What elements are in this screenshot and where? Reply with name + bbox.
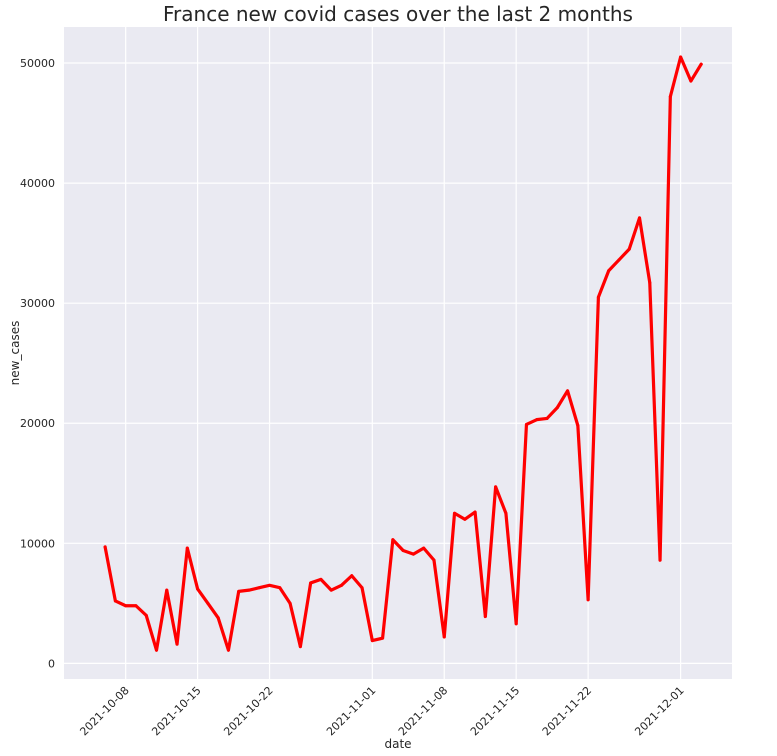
data-point <box>442 635 446 639</box>
data-point <box>545 416 549 420</box>
data-point <box>216 616 220 620</box>
data-point <box>206 601 210 605</box>
data-point <box>339 583 343 587</box>
data-point <box>586 598 590 602</box>
x-tick-label: 2021-10-15 <box>149 684 203 738</box>
data-point <box>134 604 138 608</box>
data-point <box>483 615 487 619</box>
data-point <box>617 258 621 262</box>
y-tick-label: 20000 <box>20 417 55 430</box>
y-tick-label: 10000 <box>20 537 55 550</box>
data-point <box>278 586 282 590</box>
data-point <box>124 604 128 608</box>
data-point <box>535 418 539 422</box>
data-point <box>627 247 631 251</box>
data-point <box>596 295 600 299</box>
data-point <box>668 95 672 99</box>
data-points <box>103 55 703 652</box>
data-point <box>309 581 313 585</box>
data-point <box>432 558 436 562</box>
data-point <box>154 648 158 652</box>
x-tick-label: 2021-11-08 <box>396 684 450 738</box>
data-point <box>638 216 642 220</box>
data-point <box>226 648 230 652</box>
y-tick-label: 50000 <box>20 57 55 70</box>
data-point <box>381 636 385 640</box>
y-tick-labels: 0 10000 20000 30000 40000 50000 <box>20 57 55 670</box>
data-point <box>144 613 148 617</box>
x-tick-label: 2021-10-08 <box>77 684 131 738</box>
data-point <box>504 511 508 515</box>
data-point <box>524 422 528 426</box>
data-point <box>411 552 415 556</box>
x-tick-label: 2021-10-22 <box>221 684 275 738</box>
chart-title: France new covid cases over the last 2 m… <box>163 2 633 26</box>
data-point <box>494 485 498 489</box>
data-point <box>607 269 611 273</box>
data-point <box>391 538 395 542</box>
y-tick-label: 0 <box>48 657 55 670</box>
data-point <box>679 55 683 59</box>
data-point <box>350 574 354 578</box>
data-point <box>196 587 200 591</box>
data-point <box>555 406 559 410</box>
data-point <box>103 545 107 549</box>
x-tick-label: 2021-12-01 <box>632 684 686 738</box>
data-point <box>360 586 364 590</box>
x-axis-label: date <box>384 737 411 751</box>
data-point <box>288 601 292 605</box>
data-point <box>473 510 477 514</box>
y-axis-label: new_cases <box>8 321 22 386</box>
data-point <box>257 586 261 590</box>
data-point <box>453 511 457 515</box>
x-tick-label: 2021-11-01 <box>324 684 378 738</box>
data-point <box>514 622 518 626</box>
y-tick-label: 40000 <box>20 177 55 190</box>
data-point <box>247 588 251 592</box>
x-tick-label: 2021-11-15 <box>468 684 522 738</box>
data-point <box>699 62 703 66</box>
data-point <box>401 549 405 553</box>
data-point <box>268 583 272 587</box>
data-point <box>658 558 662 562</box>
data-point <box>113 599 117 603</box>
data-point <box>175 642 179 646</box>
y-tick-label: 30000 <box>20 297 55 310</box>
plot-background <box>64 27 732 679</box>
data-point <box>566 389 570 393</box>
data-point <box>463 517 467 521</box>
x-tick-label: 2021-11-22 <box>540 684 594 738</box>
data-point <box>319 577 323 581</box>
data-point <box>185 546 189 550</box>
data-point <box>370 639 374 643</box>
data-point <box>298 645 302 649</box>
data-point <box>237 589 241 593</box>
data-point <box>689 79 693 83</box>
data-point <box>576 424 580 428</box>
data-point <box>329 588 333 592</box>
data-point <box>422 546 426 550</box>
x-tick-labels: 2021-10-08 2021-10-15 2021-10-22 2021-11-01… <box>77 684 686 738</box>
data-point <box>165 588 169 592</box>
data-point <box>648 281 652 285</box>
